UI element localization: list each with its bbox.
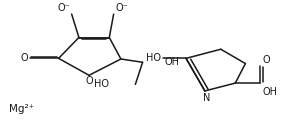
Text: OH: OH (164, 57, 179, 67)
Text: O: O (85, 76, 93, 86)
Text: HO: HO (94, 79, 109, 89)
Text: O: O (21, 53, 28, 63)
Text: O⁻: O⁻ (57, 3, 70, 13)
Text: HO: HO (146, 53, 162, 63)
Text: O: O (263, 55, 270, 65)
Text: O⁻: O⁻ (115, 3, 128, 13)
Text: N: N (203, 93, 210, 103)
Text: OH: OH (263, 87, 278, 97)
Text: Mg²⁺: Mg²⁺ (9, 104, 35, 114)
